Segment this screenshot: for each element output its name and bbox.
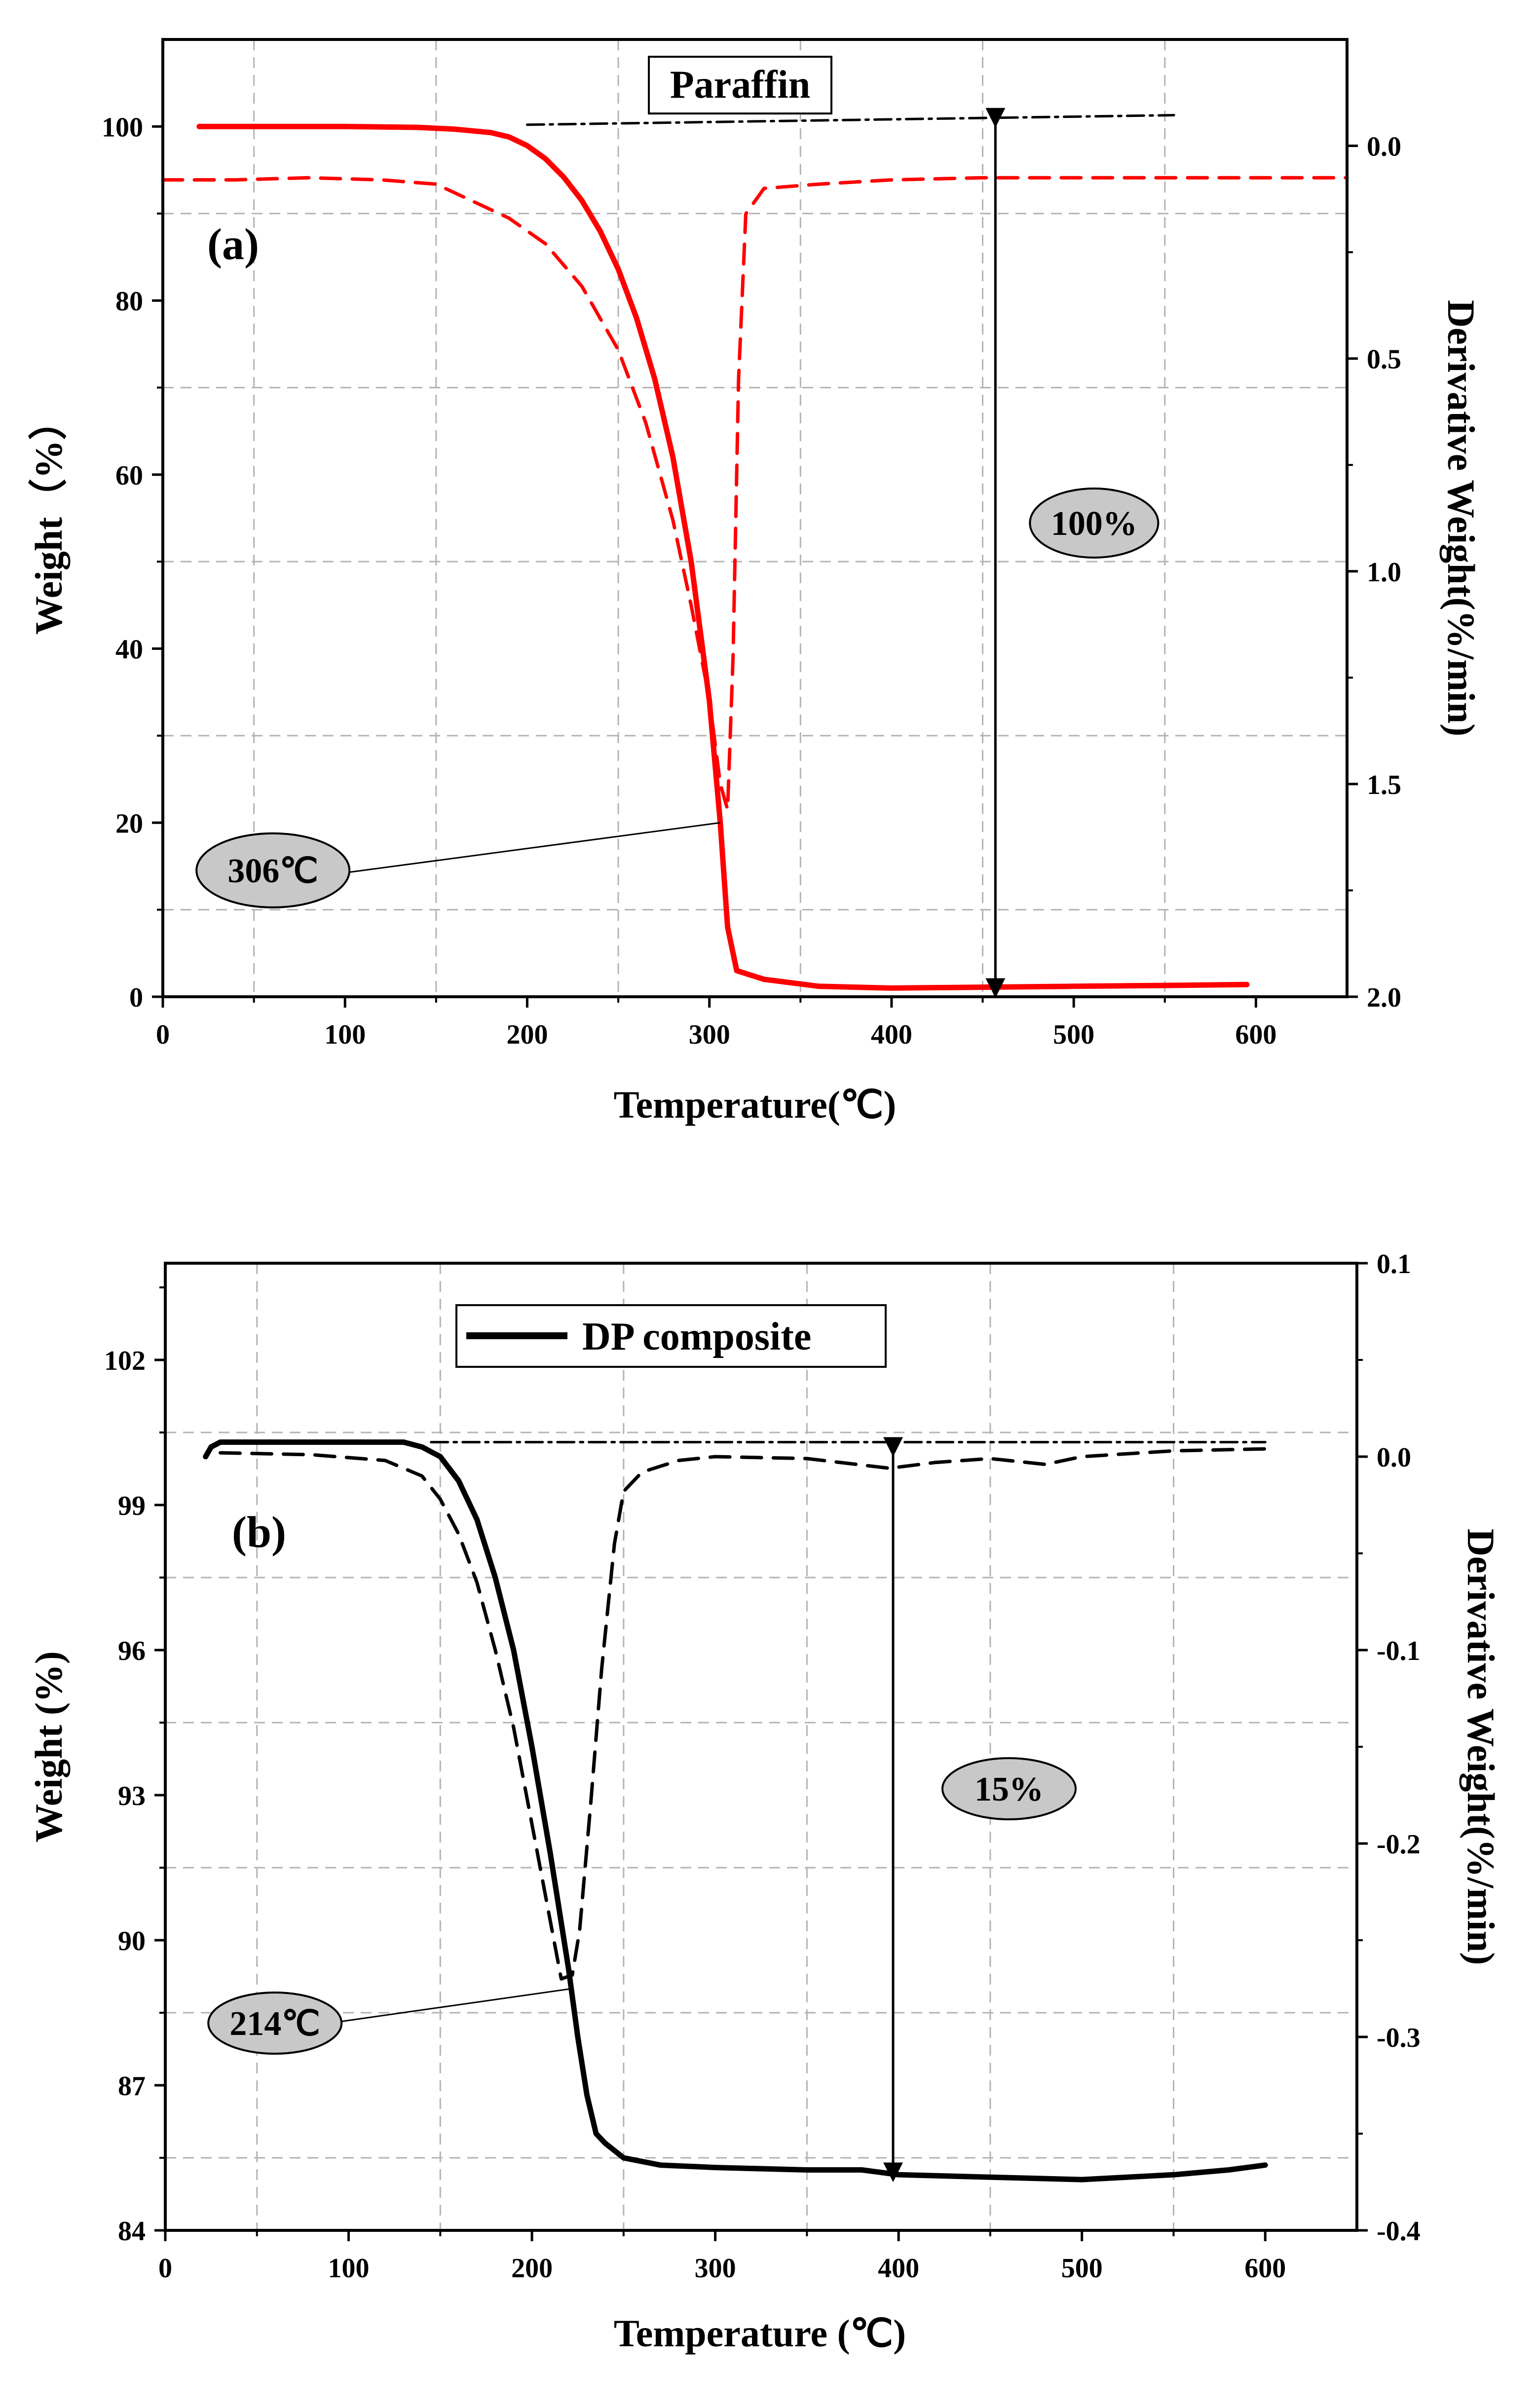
panel-a-legend-box xyxy=(648,56,832,114)
temperature-bubble xyxy=(195,832,351,908)
derivative-weight-curve xyxy=(161,176,1349,812)
panel-b-axes: 0 100 200 300 400 500 600 84 87 90 93 96 99 102 -0.4 -0… xyxy=(104,1249,1421,2284)
panel-b-series xyxy=(203,1439,1268,2182)
x-tick-label: 100 xyxy=(328,2253,370,2284)
x-tick-label: 0 xyxy=(158,2253,172,2284)
temperature-label: 214℃ xyxy=(229,2005,320,2043)
panel-a-series xyxy=(161,113,1349,991)
weight-loss-label: 15% xyxy=(974,1770,1044,1808)
y2-tick-label: -0.4 xyxy=(1377,2216,1421,2247)
panel-a-x-axis-title: Temperature(℃) xyxy=(614,1083,897,1126)
y-tick-label: 90 xyxy=(118,1926,146,1956)
y-tick-label: 102 xyxy=(104,1346,146,1376)
temperature-pointer-line xyxy=(344,822,721,874)
panel-b-y2-axis-title: Derivative Weight(%/min) xyxy=(1460,1529,1502,1965)
temperature-bubble xyxy=(207,1992,343,2055)
panel-b-y-axis-title: Weight (%) xyxy=(27,1651,70,1843)
weight-loss-bubble xyxy=(941,1757,1077,1820)
weight-curve xyxy=(196,123,1250,991)
weight-loss-label: 100% xyxy=(1051,505,1137,543)
panel-a: 306℃ 100% 0 100 200 300 400 500 600 0 20 40 60 80 100… xyxy=(27,38,1483,1126)
x-tick-label: 600 xyxy=(1235,1019,1276,1050)
y2-tick-label: 0.0 xyxy=(1367,132,1401,162)
y-tick-label: 93 xyxy=(118,1781,146,1811)
x-tick-label: 200 xyxy=(511,2253,553,2284)
y-tick-label: 20 xyxy=(115,808,143,839)
panel-b-plot-frame xyxy=(164,1262,1358,2232)
y2-tick-label: 0.1 xyxy=(1377,1249,1411,1279)
weight-loss-bubble xyxy=(1029,488,1160,559)
y-tick-label: 0 xyxy=(129,982,143,1013)
y-tick-label: 99 xyxy=(118,1491,146,1521)
y2-tick-label: -0.3 xyxy=(1377,2023,1421,2053)
x-tick-label: 0 xyxy=(156,1019,170,1050)
panel-a-label: (a) xyxy=(207,220,259,269)
y-tick-label: 84 xyxy=(118,2216,146,2247)
panel-a-grid xyxy=(163,39,1347,997)
panel-a-y2-axis-title: Derivative Weight(%/min) xyxy=(1440,300,1483,737)
panel-b-legend-label: DP composite xyxy=(582,1315,811,1358)
weight-curve xyxy=(203,1439,1268,2182)
y2-tick-label: 0.5 xyxy=(1367,344,1401,375)
y2-tick-label: 1.5 xyxy=(1367,770,1401,800)
panel-a-legend-label: Paraffin xyxy=(670,63,810,107)
y-tick-label: 40 xyxy=(115,635,143,665)
y2-tick-label: 1.0 xyxy=(1367,557,1401,588)
x-tick-label: 400 xyxy=(878,2253,919,2284)
panel-b-grid xyxy=(165,1263,1357,2230)
x-tick-label: 400 xyxy=(871,1019,912,1050)
initial-weight-baseline xyxy=(526,113,1175,126)
panel-b-annotations: 214℃ 15% xyxy=(207,1437,1077,2182)
x-tick-label: 500 xyxy=(1061,2253,1103,2284)
panel-a-axes: 0 100 200 300 400 500 600 0 20 40 60 80 100 0.0 0.5 1.0… xyxy=(102,112,1401,1050)
temperature-pointer-line xyxy=(336,1988,573,2023)
y2-tick-label: -0.1 xyxy=(1377,1636,1421,1666)
panel-a-annotations: 306℃ 100% xyxy=(195,108,1160,998)
y2-tick-label: -0.2 xyxy=(1377,1829,1421,1860)
y-tick-label: 87 xyxy=(118,2071,146,2102)
panel-a-y-axis-title: Weight（%） xyxy=(27,402,70,635)
panel-a-plot-frame xyxy=(161,38,1349,998)
y-tick-label: 100 xyxy=(102,112,143,143)
temperature-label: 306℃ xyxy=(227,852,318,890)
x-tick-label: 500 xyxy=(1053,1019,1094,1050)
y-tick-label: 80 xyxy=(115,286,143,317)
x-tick-label: 600 xyxy=(1244,2253,1286,2284)
y-tick-label: 96 xyxy=(118,1636,146,1666)
x-tick-label: 300 xyxy=(689,1019,730,1050)
panel-b-x-axis-title: Temperature (℃) xyxy=(614,2312,906,2355)
derivative-weight-curve xyxy=(219,1447,1267,1981)
y-tick-label: 60 xyxy=(115,460,143,491)
y2-tick-label: 0.0 xyxy=(1377,1442,1411,1473)
panel-b-label: (b) xyxy=(232,1508,286,1557)
panel-b: 214℃ 15% 0 100 200 300 400 500 600 84 87 90 93 96 99 1… xyxy=(27,1249,1502,2355)
x-tick-label: 200 xyxy=(506,1019,548,1050)
x-tick-label: 300 xyxy=(695,2253,736,2284)
y2-tick-label: 2.0 xyxy=(1367,982,1401,1013)
x-tick-label: 100 xyxy=(324,1019,366,1050)
